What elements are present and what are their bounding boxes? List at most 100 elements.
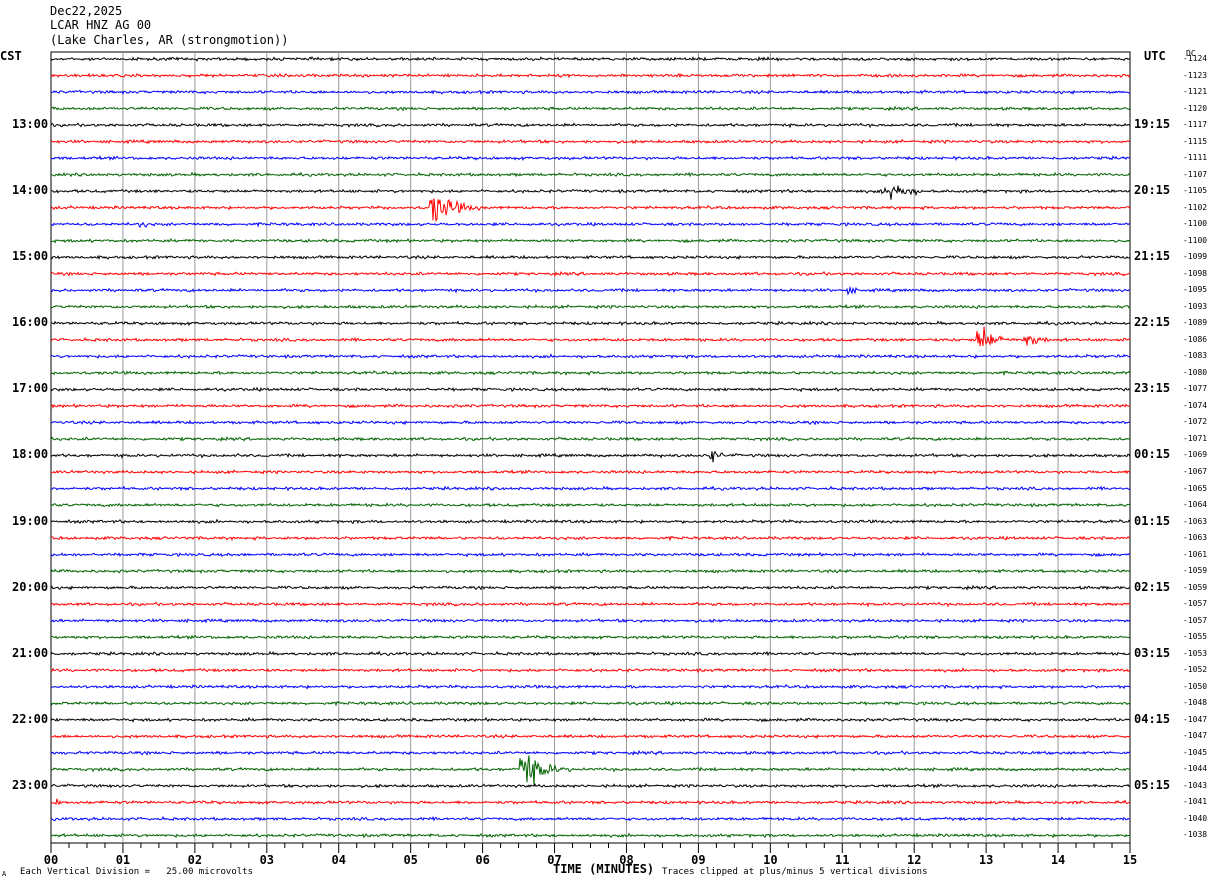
x-tick-label: 01: [116, 853, 130, 867]
trace-row-18: [50, 353, 1131, 360]
x-tick-label: 11: [835, 853, 849, 867]
trace-row-34: [50, 617, 1131, 624]
dc-offset-label: -1123: [1183, 70, 1208, 80]
right-hour-label: 01:15: [1134, 513, 1171, 528]
trace-row-22: [51, 419, 1131, 426]
dc-offset-label: -1080: [1183, 367, 1208, 377]
trace-row-21: [50, 403, 1131, 409]
trace-row-32: [50, 584, 1131, 591]
x-tick-label: 13: [979, 853, 993, 867]
left-hour-label: 13:00: [12, 117, 49, 132]
x-tick-label: 04: [332, 853, 346, 867]
dc-offset-label: -1067: [1183, 467, 1208, 476]
trace-row-39: [50, 700, 1131, 707]
right-hour-label: 20:15: [1134, 183, 1171, 198]
clip-note: Traces clipped at plus/minus 5 vertical …: [662, 867, 928, 877]
dc-offset-label: -1100: [1183, 219, 1208, 229]
plot-frame: [50, 51, 1131, 844]
dc-offset-label: -1100: [1183, 235, 1208, 245]
dc-offset-label: -1115: [1183, 136, 1208, 146]
dc-offset-label: -1089: [1183, 318, 1208, 328]
dc-offset-label: -1059: [1183, 566, 1208, 576]
dc-offset-label: -1099: [1183, 252, 1208, 262]
trace-row-20: [50, 386, 1131, 393]
right-hour-label: 21:15: [1134, 249, 1171, 264]
dc-offset-label: -1124: [1183, 54, 1208, 63]
dc-offset-label: -1117: [1183, 120, 1208, 130]
trace-row-40: [50, 716, 1131, 723]
trace-row-3: [50, 105, 1131, 112]
trace-row-17: [50, 326, 1131, 347]
dc-offset-label: -1107: [1183, 169, 1208, 179]
left-hour-label: 17:00: [12, 381, 49, 396]
trace-row-11: [50, 237, 1131, 244]
trace-row-10: [51, 221, 1130, 229]
trace-row-33: [50, 601, 1131, 608]
x-tick-label: 03: [260, 853, 274, 867]
trace-row-27: [50, 502, 1131, 508]
x-tick-label: 06: [475, 853, 489, 867]
right-hour-label: 00:15: [1134, 447, 1171, 462]
dc-offset-label: -1055: [1183, 632, 1208, 642]
dc-offset-label: -1050: [1183, 681, 1208, 691]
trace-row-8: [50, 185, 1131, 200]
dc-offset-label: -1098: [1183, 268, 1208, 278]
dc-offset-label: -1083: [1183, 351, 1208, 361]
dc-offset-label: -1063: [1183, 533, 1208, 543]
x-tick-label: 00: [44, 853, 58, 867]
dc-offset-label: -1072: [1183, 417, 1208, 427]
dc-offset-label: -1077: [1183, 384, 1208, 394]
trace-row-6: [50, 155, 1131, 162]
dc-offset-label: -1038: [1183, 830, 1208, 840]
dc-offset-label: -1047: [1183, 714, 1208, 724]
trace-row-45: [50, 798, 1131, 806]
dc-offset-label: -1059: [1183, 582, 1208, 592]
x-axis-label: TIME (MINUTES): [553, 862, 655, 876]
dc-offset-label: -1061: [1183, 549, 1208, 559]
trace-row-4: [50, 122, 1131, 129]
x-tick-label: 02: [188, 853, 202, 867]
dc-offset-label: -1102: [1183, 202, 1208, 212]
left-hour-label: 23:00: [12, 777, 49, 792]
dc-offset-label: -1071: [1183, 433, 1208, 443]
right-hour-label: 19:15: [1134, 117, 1171, 132]
trace-row-14: [50, 285, 1131, 296]
left-hour-label: 14:00: [12, 183, 49, 198]
trace-row-13: [50, 270, 1131, 277]
trace-row-31: [50, 568, 1131, 575]
dc-offset-label: -1065: [1183, 483, 1208, 493]
trace-row-43: [50, 755, 1131, 787]
dc-offset-label: -1063: [1183, 516, 1208, 526]
x-tick-label: 07: [547, 853, 561, 867]
trace-row-24: [50, 450, 1131, 463]
dc-offset-label: -1041: [1183, 797, 1208, 807]
trace-row-29: [50, 535, 1131, 542]
trace-row-46: [50, 815, 1130, 822]
dc-offset-label: -1069: [1183, 450, 1208, 460]
trace-row-47: [50, 832, 1131, 839]
dc-offset-label: -1121: [1183, 87, 1208, 97]
trace-row-9: [50, 198, 1131, 223]
dc-heading: DC: [1186, 49, 1196, 58]
trace-row-16: [51, 320, 1131, 327]
dc-offset-label: -1064: [1183, 500, 1208, 510]
trace-row-30: [50, 551, 1131, 558]
dc-offset-label: -1048: [1183, 698, 1208, 708]
dc-offset-label: -1057: [1183, 615, 1208, 625]
left-hour-label: 21:00: [12, 645, 49, 660]
right-timezone-label: UTC: [1144, 49, 1166, 63]
trace-row-19: [50, 370, 1131, 377]
trace-row-37: [50, 667, 1131, 674]
right-hour-label: 23:15: [1134, 381, 1171, 396]
x-tick-label: 10: [763, 853, 777, 867]
dc-offset-label: -1052: [1183, 665, 1208, 675]
trace-row-25: [50, 469, 1131, 475]
trace-row-36: [50, 650, 1131, 657]
dc-offset-label: -1053: [1183, 648, 1208, 658]
trace-row-0: [50, 56, 1131, 62]
x-tick-label: 12: [907, 853, 921, 867]
left-hour-label: 18:00: [12, 447, 49, 462]
trace-row-12: [50, 254, 1131, 261]
dc-offset-label: -1040: [1183, 813, 1208, 823]
